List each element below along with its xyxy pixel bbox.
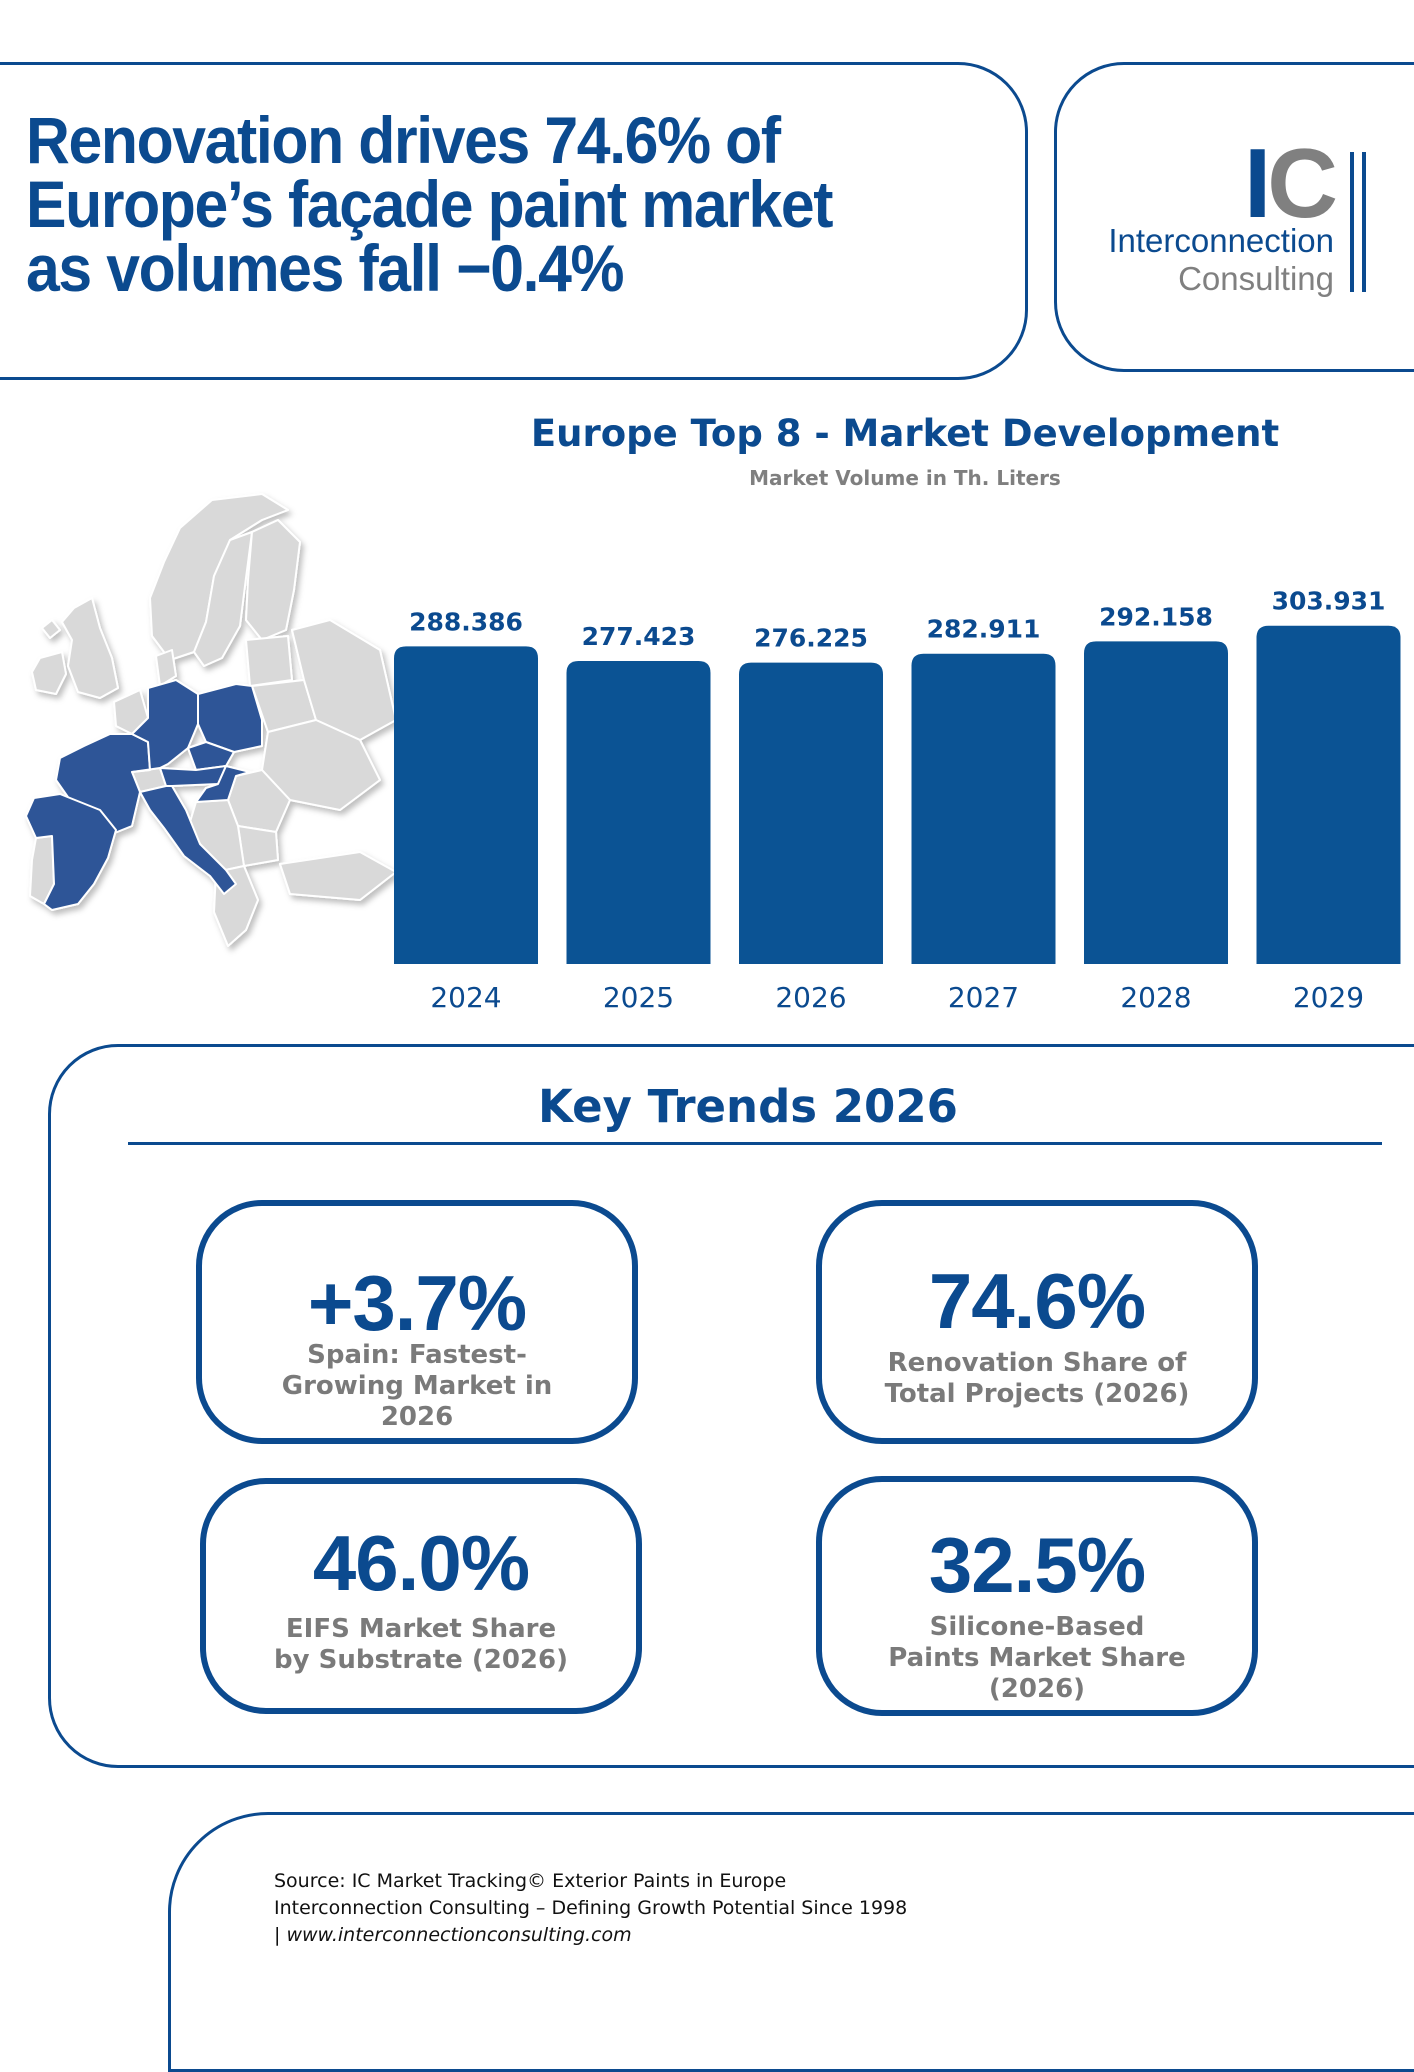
footer-url-line: | www.interconnectionconsulting.com (274, 1922, 907, 1949)
trend-label-line: 2026 (380, 1402, 454, 1432)
trend-card-spain: +3.7% Spain: Fastest- Growing Market in … (196, 1200, 638, 1444)
trend-value: 74.6% (928, 1257, 1146, 1345)
data-label-2025: 277.423 (582, 622, 696, 651)
bar-2026 (739, 662, 883, 964)
headline-line-3: as volumes fall −0.4% (26, 231, 624, 305)
x-tick-2028: 2028 (1120, 981, 1191, 1014)
bar-2029 (1256, 625, 1401, 964)
headline-line-1: Renovation drives 74.6% of (26, 103, 781, 177)
bar-2027 (911, 653, 1056, 964)
map-sweden (193, 531, 253, 667)
bar-2028 (1084, 641, 1228, 964)
map-russia (291, 619, 397, 741)
map-uk (61, 597, 119, 699)
key-trends-divider (128, 1142, 1382, 1145)
map-turkey (279, 851, 397, 901)
trend-label-line: Spain: Fastest- (307, 1340, 527, 1370)
logo-mark: IC (1244, 134, 1338, 232)
trend-value: +3.7% (307, 1259, 527, 1347)
trend-label-line: by Substrate (2026) (274, 1645, 568, 1675)
x-tick-2025: 2025 (603, 981, 674, 1014)
logo-mark-i: I (1244, 128, 1271, 238)
map-denmark (155, 649, 177, 687)
footer-tagline: Interconnection Consulting – Defining Gr… (274, 1897, 908, 1919)
key-trends-title: Key Trends 2026 (537, 1080, 958, 1133)
data-label-2029: 303.931 (1272, 587, 1386, 616)
logo-mark-c: C (1267, 128, 1338, 238)
europe-map (25, 493, 397, 947)
trend-label-line: Renovation Share of (887, 1348, 1187, 1378)
x-tick-2026: 2026 (775, 981, 846, 1014)
headline-line-2: Europe’s façade paint market (26, 167, 833, 241)
map-czechia (187, 741, 235, 771)
bar-chart: 288.386 2024 277.423 2025 276.225 2026 282.911… (394, 587, 1401, 1014)
map-italy (139, 785, 237, 895)
logo-text-interconnection: Interconnection (1108, 222, 1334, 259)
headline: Renovation drives 74.6% of Europe’s faça… (26, 103, 937, 305)
bar-2025 (566, 661, 711, 964)
x-tick-2027: 2027 (948, 981, 1019, 1014)
trend-label: Silicone-Based Paints Market Share (2026… (842, 1612, 1232, 1705)
trend-label: Renovation Share of Total Projects (2026… (842, 1348, 1232, 1410)
trend-card-eifs: 46.0% EIFS Market Share by Substrate (20… (200, 1478, 642, 1714)
trend-label-line: (2026) (988, 1674, 1086, 1704)
map-spain (25, 793, 117, 911)
key-trends-panel (48, 1044, 1414, 1768)
bar-2024 (394, 646, 538, 964)
trend-card-silicone: 32.5% Silicone-Based Paints Market Share… (816, 1476, 1258, 1716)
trend-label-line: EIFS Market Share (285, 1614, 557, 1644)
data-label-2027: 282.911 (927, 615, 1041, 644)
data-label-2028: 292.158 (1099, 602, 1213, 631)
logo-text-consulting: Consulting (1178, 260, 1334, 297)
x-tick-2024: 2024 (430, 981, 501, 1014)
trend-label-line: Total Projects (2026) (884, 1379, 1190, 1409)
map-austria (159, 765, 227, 787)
chart-title: Europe Top 8 - Market Development (530, 412, 1280, 455)
x-tick-2029: 2029 (1293, 981, 1364, 1014)
footer-url-prefix: | (274, 1924, 287, 1946)
chart-subtitle: Market Volume in Th. Liters (749, 466, 1061, 490)
footer-text: Source: IC Market Tracking© Exterior Pai… (274, 1868, 907, 1949)
headline-panel (0, 62, 1028, 380)
trend-label-line: Paints Market Share (888, 1643, 1186, 1673)
trend-card-renovation: 74.6% Renovation Share of Total Projects… (816, 1200, 1258, 1444)
map-iceland (41, 619, 61, 639)
trend-value: 32.5% (928, 1521, 1146, 1609)
logo-panel (1054, 62, 1414, 372)
footer-source: Source: IC Market Tracking© Exterior Pai… (274, 1870, 787, 1892)
trend-value: 46.0% (312, 1519, 530, 1607)
logo-bar (1362, 152, 1366, 292)
data-label-2026: 276.225 (754, 624, 868, 653)
trend-label-line: Silicone-Based (929, 1612, 1145, 1642)
map-hungary (195, 765, 251, 803)
footer-url-link[interactable]: www.interconnectionconsulting.com (286, 1924, 632, 1946)
map-poland (197, 683, 263, 753)
map-finland (245, 519, 301, 641)
map-ireland (31, 651, 67, 695)
data-label-2024: 288.386 (409, 607, 523, 636)
trend-label: EIFS Market Share by Substrate (2026) (226, 1614, 616, 1676)
map-baltics (245, 635, 293, 687)
logo-bar (1350, 152, 1354, 292)
trend-label-line: Growing Market in (281, 1371, 553, 1401)
trend-label: Spain: Fastest- Growing Market in 2026 (222, 1340, 612, 1433)
